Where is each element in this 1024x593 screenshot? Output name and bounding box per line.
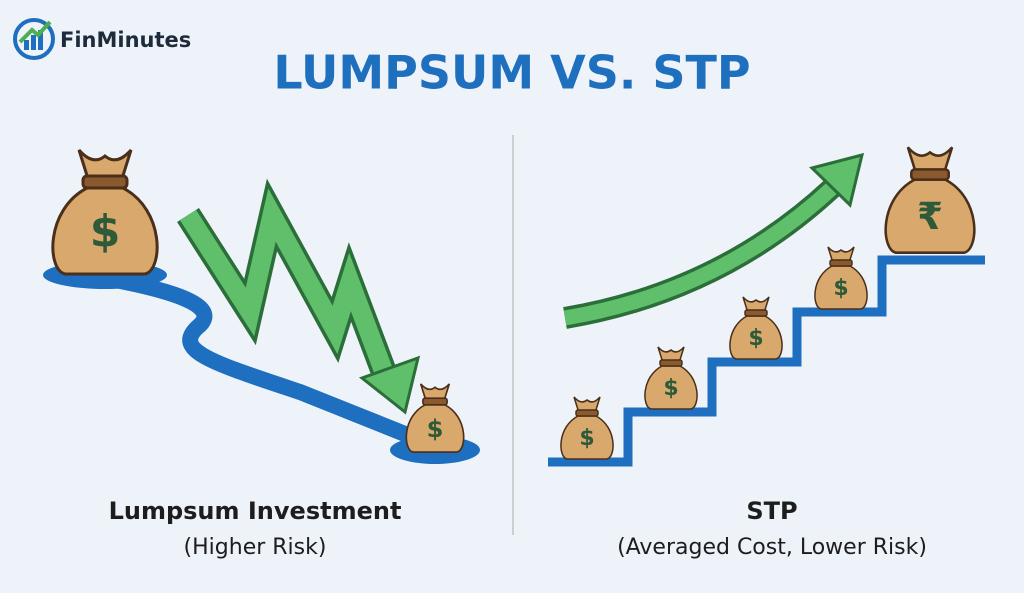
bag-symbol: $ <box>90 206 121 257</box>
right-label: STP <box>746 497 797 525</box>
bag-symbol: $ <box>663 376 678 401</box>
logo: FinMinutes <box>13 18 191 60</box>
money-bag: ₹ <box>884 146 976 254</box>
money-bag: $ <box>560 396 614 460</box>
left-note: (Higher Risk) <box>184 535 327 560</box>
right-note: (Averaged Cost, Lower Risk) <box>617 535 927 560</box>
bag-symbol: $ <box>427 415 444 443</box>
money-bag: $ <box>644 346 698 410</box>
bag-symbol: $ <box>579 426 594 451</box>
money-bag: $ <box>729 296 783 360</box>
bag-symbol: ₹ <box>917 194 943 238</box>
money-bag: $ <box>814 246 868 310</box>
title: LUMPSUM VS. STP <box>273 46 750 100</box>
bag-symbol: $ <box>748 326 763 351</box>
logo-name: FinMinutes <box>60 28 191 52</box>
money-bag: $ <box>405 383 465 453</box>
money-bag: $ <box>51 148 159 276</box>
stp-illustration <box>548 152 985 467</box>
bag-symbol: $ <box>833 276 848 301</box>
left-label: Lumpsum Investment <box>109 497 402 525</box>
